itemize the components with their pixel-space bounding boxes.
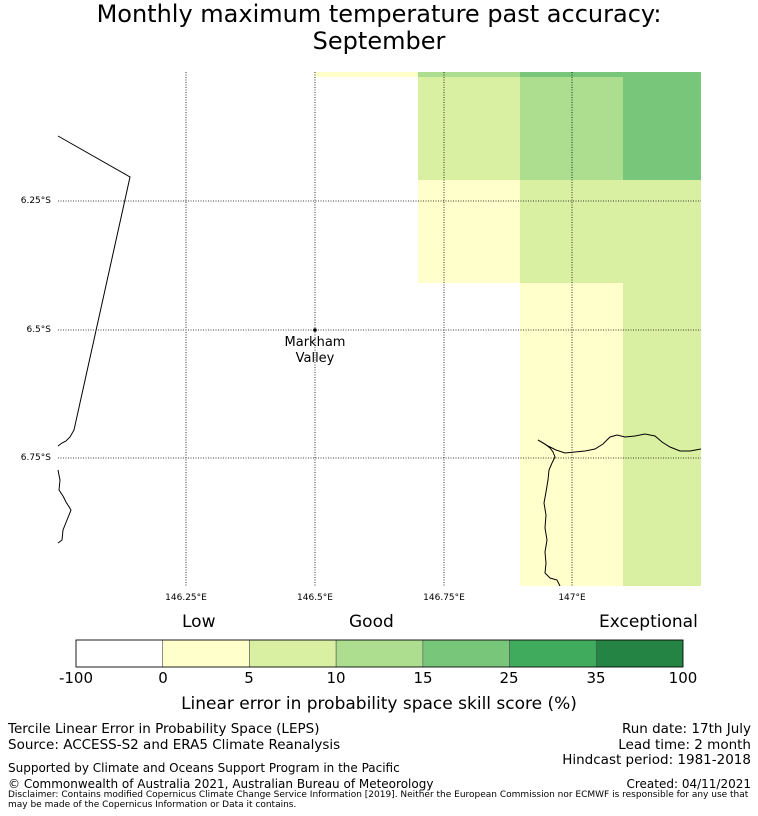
place-label: Markham Valley <box>265 335 365 367</box>
footer-lead-time: Lead time: 2 month <box>618 737 751 753</box>
grid-cell <box>520 77 623 180</box>
colorbar <box>75 639 684 668</box>
coastline-north <box>537 433 702 454</box>
colorbar-swatch <box>249 639 337 668</box>
colorbar-swatch <box>75 639 164 668</box>
footer-method: Tercile Linear Error in Probability Spac… <box>8 721 320 737</box>
place-marker <box>313 328 317 332</box>
chart-title-line2: September <box>312 27 446 55</box>
grid-cell <box>520 283 623 586</box>
grid-cell <box>418 77 520 180</box>
colorbar-heading-low: Low <box>182 612 216 632</box>
colorbar-swatch <box>162 639 250 668</box>
grid-cell <box>315 72 418 77</box>
grid-cell <box>520 72 701 77</box>
lon-label-146-25: 146.25°E <box>165 593 207 603</box>
grid-cell <box>418 180 520 283</box>
grid-cell <box>623 283 701 586</box>
boundary-line <box>57 135 131 447</box>
footer-created: Created: 04/11/2021 <box>626 777 751 791</box>
colorbar-swatch <box>595 639 684 668</box>
footer-source: Source: ACCESS-S2 and ERA5 Climate Reana… <box>8 737 341 753</box>
colorbar-tick: 0 <box>158 669 168 687</box>
colorbar-outline <box>75 639 684 668</box>
footer-run-date: Run date: 17th July <box>621 721 751 737</box>
coastline-east <box>537 439 561 587</box>
grid-cell <box>623 77 701 180</box>
lon-label-146-5: 146.5°E <box>297 593 333 603</box>
colorbar-tick: 35 <box>586 669 606 687</box>
colorbar-tick: 5 <box>244 669 254 687</box>
footer-copyright: © Commonwealth of Australia 2021, Austra… <box>8 777 434 791</box>
grid-cell <box>623 180 701 283</box>
grid-cell <box>418 72 520 77</box>
grid-cell <box>520 180 623 283</box>
footer-disclaimer: Disclaimer: Contains modified Copernicus… <box>8 790 749 810</box>
colorbar-tick: 25 <box>499 669 519 687</box>
chart-title-line1: Monthly maximum temperature past accurac… <box>96 0 662 28</box>
skill-grid <box>315 72 701 586</box>
lat-label-6-5: 6.5°S <box>26 325 51 335</box>
lon-label-147: 147°E <box>558 593 586 603</box>
colorbar-tick: 15 <box>413 669 433 687</box>
footer-hindcast: Hindcast period: 1981-2018 <box>562 752 751 768</box>
colorbar-swatch <box>335 639 424 668</box>
colorbar-swatch <box>422 639 510 668</box>
place-label-line1: Markham <box>284 335 346 350</box>
colorbar-title: Linear error in probability space skill … <box>181 694 577 714</box>
lat-label-6-25: 6.25°S <box>20 196 51 206</box>
footer-support: Supported by Climate and Oceans Support … <box>8 761 400 775</box>
gridlines <box>58 72 701 586</box>
colorbar-swatch <box>509 639 597 668</box>
colorbar-heading-good: Good <box>349 612 394 632</box>
colorbar-tick: 10 <box>326 669 346 687</box>
lat-label-6-75: 6.75°S <box>20 453 51 463</box>
colorbar-heading-exceptional: Exceptional <box>599 612 698 632</box>
colorbar-tick: 100 <box>668 669 698 687</box>
place-label-line2: Valley <box>295 351 335 366</box>
colorbar-tick: -100 <box>58 669 94 687</box>
coastline-west <box>57 469 72 544</box>
coastlines <box>57 135 702 587</box>
lon-label-146-75: 146.75°E <box>423 593 465 603</box>
